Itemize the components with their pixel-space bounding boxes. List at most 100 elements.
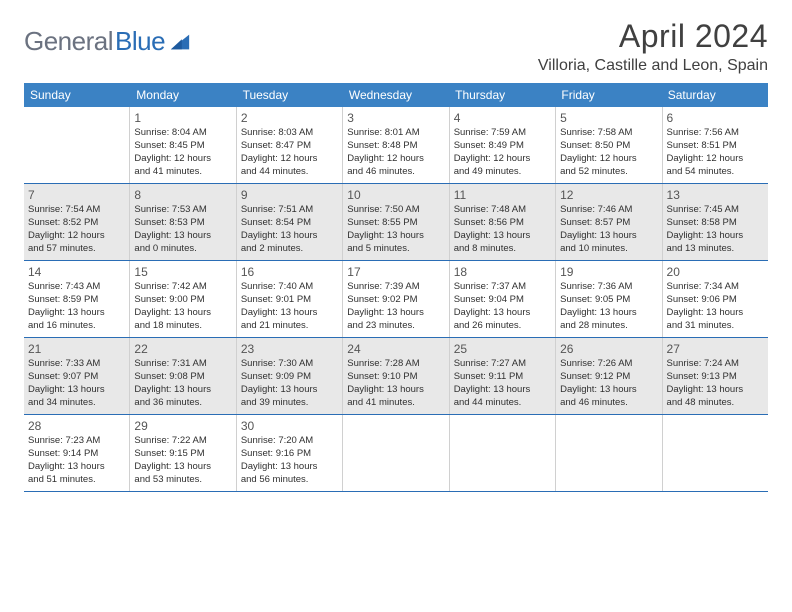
- daylight-line-2: and 16 minutes.: [28, 320, 125, 333]
- day-number: 30: [241, 418, 338, 434]
- sunrise-line: Sunrise: 7:42 AM: [134, 281, 231, 294]
- day-number: 4: [454, 110, 551, 126]
- day-cell: 3Sunrise: 8:01 AMSunset: 8:48 PMDaylight…: [343, 107, 449, 183]
- sunset-line: Sunset: 8:52 PM: [28, 217, 125, 230]
- daylight-line-1: Daylight: 13 hours: [134, 307, 231, 320]
- calendar-page: GeneralBlue April 2024 Villoria, Castill…: [0, 0, 792, 492]
- daylight-line-2: and 10 minutes.: [560, 243, 657, 256]
- sunrise-line: Sunrise: 7:27 AM: [454, 358, 551, 371]
- sunrise-line: Sunrise: 7:20 AM: [241, 435, 338, 448]
- day-number: 11: [454, 187, 551, 203]
- sunrise-line: Sunrise: 7:58 AM: [560, 127, 657, 140]
- sunrise-line: Sunrise: 7:53 AM: [134, 204, 231, 217]
- day-number: 15: [134, 264, 231, 280]
- title-block: April 2024 Villoria, Castille and Leon, …: [538, 18, 768, 75]
- sunrise-line: Sunrise: 7:45 AM: [667, 204, 764, 217]
- sunrise-line: Sunrise: 8:01 AM: [347, 127, 444, 140]
- daylight-line-1: Daylight: 12 hours: [454, 153, 551, 166]
- sunset-line: Sunset: 8:47 PM: [241, 140, 338, 153]
- daylight-line-2: and 18 minutes.: [134, 320, 231, 333]
- daylight-line-1: Daylight: 13 hours: [667, 307, 764, 320]
- daylight-line-2: and 13 minutes.: [667, 243, 764, 256]
- sunrise-line: Sunrise: 7:37 AM: [454, 281, 551, 294]
- daylight-line-2: and 41 minutes.: [134, 166, 231, 179]
- sunrise-line: Sunrise: 7:46 AM: [560, 204, 657, 217]
- daylight-line-2: and 31 minutes.: [667, 320, 764, 333]
- day-number: 16: [241, 264, 338, 280]
- day-cell: 2Sunrise: 8:03 AMSunset: 8:47 PMDaylight…: [237, 107, 343, 183]
- day-number: 22: [134, 341, 231, 357]
- daylight-line-1: Daylight: 12 hours: [560, 153, 657, 166]
- weekday-header: Wednesday: [343, 83, 449, 107]
- month-title: April 2024: [538, 18, 768, 55]
- daylight-line-2: and 34 minutes.: [28, 397, 125, 410]
- day-number: 29: [134, 418, 231, 434]
- sunrise-line: Sunrise: 7:59 AM: [454, 127, 551, 140]
- day-number: 25: [454, 341, 551, 357]
- sunset-line: Sunset: 8:58 PM: [667, 217, 764, 230]
- sunrise-line: Sunrise: 7:28 AM: [347, 358, 444, 371]
- day-number: 8: [134, 187, 231, 203]
- sunrise-line: Sunrise: 7:34 AM: [667, 281, 764, 294]
- day-cell: 26Sunrise: 7:26 AMSunset: 9:12 PMDayligh…: [556, 338, 662, 414]
- sunrise-line: Sunrise: 7:31 AM: [134, 358, 231, 371]
- daylight-line-2: and 56 minutes.: [241, 474, 338, 487]
- sunset-line: Sunset: 9:15 PM: [134, 448, 231, 461]
- daylight-line-2: and 49 minutes.: [454, 166, 551, 179]
- day-cell: 30Sunrise: 7:20 AMSunset: 9:16 PMDayligh…: [237, 415, 343, 491]
- sunset-line: Sunset: 8:56 PM: [454, 217, 551, 230]
- sunset-line: Sunset: 9:16 PM: [241, 448, 338, 461]
- day-number: 2: [241, 110, 338, 126]
- day-cell: 24Sunrise: 7:28 AMSunset: 9:10 PMDayligh…: [343, 338, 449, 414]
- sunrise-line: Sunrise: 7:26 AM: [560, 358, 657, 371]
- sunrise-line: Sunrise: 7:40 AM: [241, 281, 338, 294]
- day-number: 12: [560, 187, 657, 203]
- day-number: 10: [347, 187, 444, 203]
- day-number: 19: [560, 264, 657, 280]
- day-number: 20: [667, 264, 764, 280]
- sunrise-line: Sunrise: 7:23 AM: [28, 435, 125, 448]
- day-number: 28: [28, 418, 125, 434]
- daylight-line-2: and 53 minutes.: [134, 474, 231, 487]
- day-number: 27: [667, 341, 764, 357]
- daylight-line-1: Daylight: 13 hours: [347, 384, 444, 397]
- day-cell: 25Sunrise: 7:27 AMSunset: 9:11 PMDayligh…: [450, 338, 556, 414]
- daylight-line-1: Daylight: 13 hours: [134, 461, 231, 474]
- daylight-line-1: Daylight: 13 hours: [560, 307, 657, 320]
- weekday-header: Tuesday: [237, 83, 343, 107]
- sunset-line: Sunset: 9:01 PM: [241, 294, 338, 307]
- day-number: 24: [347, 341, 444, 357]
- day-cell: 22Sunrise: 7:31 AMSunset: 9:08 PMDayligh…: [130, 338, 236, 414]
- daylight-line-1: Daylight: 13 hours: [667, 384, 764, 397]
- logo: GeneralBlue: [24, 26, 191, 57]
- daylight-line-1: Daylight: 13 hours: [347, 307, 444, 320]
- daylight-line-2: and 48 minutes.: [667, 397, 764, 410]
- sunrise-line: Sunrise: 8:03 AM: [241, 127, 338, 140]
- daylight-line-2: and 51 minutes.: [28, 474, 125, 487]
- sunset-line: Sunset: 9:07 PM: [28, 371, 125, 384]
- sunset-line: Sunset: 8:54 PM: [241, 217, 338, 230]
- sunrise-line: Sunrise: 7:39 AM: [347, 281, 444, 294]
- day-cell: [450, 415, 556, 491]
- logo-mark-icon: [169, 31, 191, 53]
- sunset-line: Sunset: 8:59 PM: [28, 294, 125, 307]
- weeks-container: 1Sunrise: 8:04 AMSunset: 8:45 PMDaylight…: [24, 107, 768, 492]
- day-number: 6: [667, 110, 764, 126]
- daylight-line-1: Daylight: 12 hours: [347, 153, 444, 166]
- day-cell: 23Sunrise: 7:30 AMSunset: 9:09 PMDayligh…: [237, 338, 343, 414]
- sunrise-line: Sunrise: 7:48 AM: [454, 204, 551, 217]
- weekday-header-row: SundayMondayTuesdayWednesdayThursdayFrid…: [24, 83, 768, 107]
- day-number: 1: [134, 110, 231, 126]
- day-cell: 4Sunrise: 7:59 AMSunset: 8:49 PMDaylight…: [450, 107, 556, 183]
- day-cell: 1Sunrise: 8:04 AMSunset: 8:45 PMDaylight…: [130, 107, 236, 183]
- logo-text-1: General: [24, 26, 113, 57]
- week-row: 14Sunrise: 7:43 AMSunset: 8:59 PMDayligh…: [24, 261, 768, 338]
- sunrise-line: Sunrise: 7:30 AM: [241, 358, 338, 371]
- sunrise-line: Sunrise: 7:54 AM: [28, 204, 125, 217]
- daylight-line-2: and 57 minutes.: [28, 243, 125, 256]
- daylight-line-2: and 39 minutes.: [241, 397, 338, 410]
- day-cell: 16Sunrise: 7:40 AMSunset: 9:01 PMDayligh…: [237, 261, 343, 337]
- sunset-line: Sunset: 9:14 PM: [28, 448, 125, 461]
- sunset-line: Sunset: 9:08 PM: [134, 371, 231, 384]
- sunset-line: Sunset: 8:53 PM: [134, 217, 231, 230]
